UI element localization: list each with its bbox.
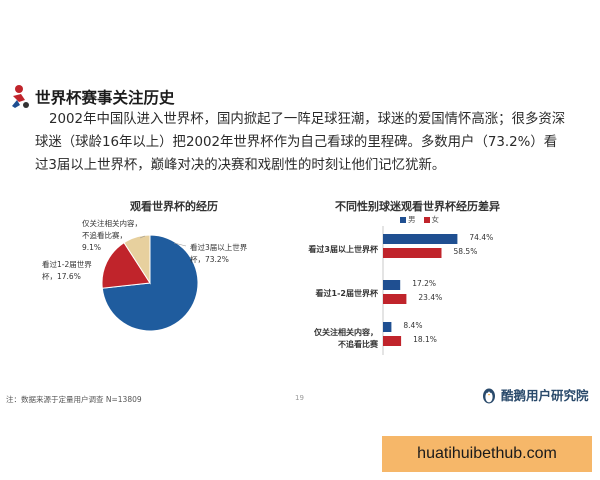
bar-category-label: 看过1-2届世界杯 (315, 289, 378, 298)
bar-female (383, 336, 402, 346)
bar-male (383, 280, 401, 290)
pie-label-text: 看过1-2届世界杯，17.6% (42, 260, 92, 281)
bar-value-label: 58.5% (453, 247, 478, 256)
legend-label: 女 (431, 215, 440, 224)
intro-paragraph: 2002年中国队进入世界杯，国内掀起了一阵足球狂潮，球迷的爱国情怀高涨；很多资深… (35, 108, 583, 177)
bar-male (383, 322, 392, 332)
bar-legend: 男 女 (400, 214, 439, 225)
bar-category-label: 仅关注相关内容，不追看比赛 (314, 328, 378, 349)
pie-chart-title: 观看世界杯的经历 (130, 200, 218, 213)
pie-leader-line (139, 235, 146, 239)
legend-item-male: 男 (400, 214, 416, 225)
pie-label-1to2: 看过1-2届世界杯，17.6% (42, 259, 102, 283)
pie-leader-line (173, 242, 187, 247)
intro-line: 过3届以上世界杯，巅峰对决的决赛和戏剧性的时刻让他们记忆犹新。 (35, 158, 446, 173)
pie-slice (123, 234, 151, 285)
brand: 酷鹅用户研究院 (481, 385, 589, 404)
intro-line: 2002年中国队进入世界杯，国内掀起了一阵足球狂潮，球迷的爱国情怀高涨；很多资深 (49, 112, 566, 127)
penguin-logo-icon (483, 388, 495, 403)
brand-name: 酷鹅用户研究院 (501, 388, 589, 403)
bar-value-label: 17.2% (412, 279, 437, 288)
page-number: 19 (295, 394, 304, 402)
bar-male (383, 234, 458, 244)
pie-label-text: 仅关注相关内容，不追看比赛，9.1% (82, 219, 142, 252)
bar-value-label: 23.4% (418, 293, 443, 302)
pie-slice (101, 241, 151, 289)
bar-value-label: 18.1% (413, 335, 437, 344)
legend-item-female: 女 (423, 214, 440, 225)
pie-label-text: 看过3届以上世界杯，73.2% (190, 243, 248, 264)
bar-category-label: 看过3届以上世界杯 (308, 245, 378, 254)
football-kick-icon (12, 85, 29, 108)
bar-female (383, 248, 442, 258)
legend-label: 男 (408, 215, 416, 224)
bar-value-label: 74.4% (469, 233, 494, 242)
data-source-note: 注：数据来源于定量用户调查 N=13809 (6, 395, 142, 404)
pie-label-3plus: 看过3届以上世界杯，73.2% (190, 242, 260, 266)
page-title: 世界杯赛事关注历史 (35, 89, 175, 107)
bar-chart-title: 不同性别球迷观看世界杯经历差异 (335, 200, 500, 213)
watermark: huatihuibethub.com (382, 436, 592, 472)
bar-value-label: 8.4% (403, 321, 423, 330)
bar-female (383, 294, 407, 304)
intro-line: 球迷（球龄16年以上）把2002年世界杯作为自己看球的里程碑。多数用户（73.2… (35, 135, 558, 150)
pie-label-follow-only: 仅关注相关内容，不追看比赛，9.1% (82, 218, 144, 254)
